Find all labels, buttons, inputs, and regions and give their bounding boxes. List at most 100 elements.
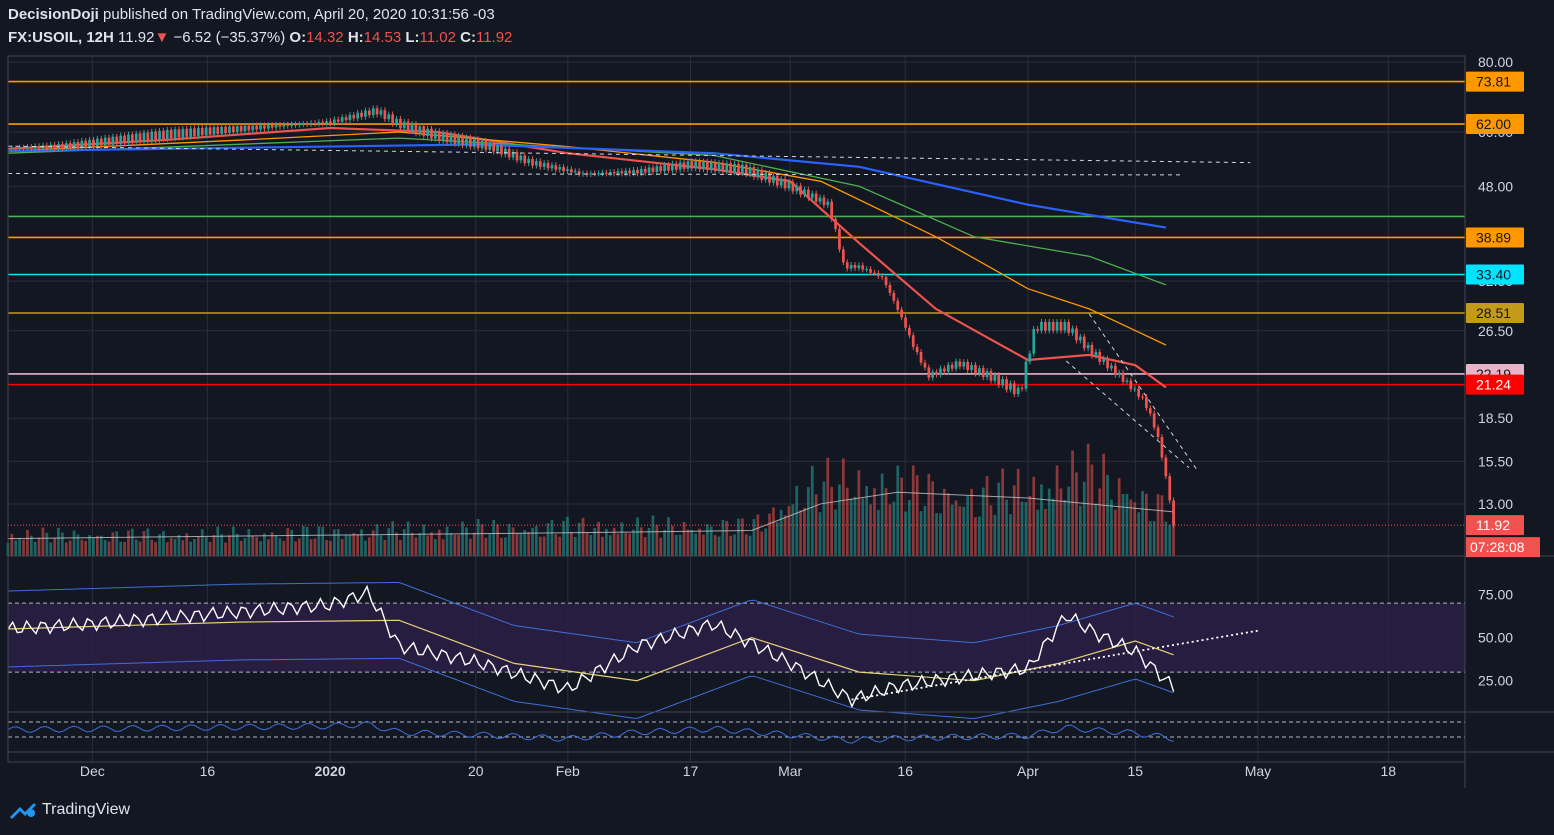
candle-body (1102, 358, 1105, 362)
volume-bar (181, 540, 185, 556)
candle-body (706, 161, 709, 170)
volume-bar (1106, 474, 1109, 556)
candle-body (402, 121, 406, 129)
volume-bar (165, 542, 169, 556)
volume-bar (61, 532, 64, 556)
candle-body (437, 131, 441, 141)
volume-bar (344, 535, 348, 556)
price-label-box (1466, 374, 1524, 395)
volume-bar (775, 522, 779, 556)
volume-bar (142, 531, 146, 556)
volume-bar (651, 515, 655, 556)
candle-body (799, 185, 802, 195)
symbol-label[interactable]: FX:USOIL, 12H (8, 29, 114, 46)
candle-body (115, 136, 119, 145)
candle-body (515, 152, 519, 161)
candle-body (826, 201, 830, 206)
candle-body (325, 121, 328, 124)
dashed-trendline (1088, 313, 1198, 470)
candle-body (760, 169, 764, 180)
candle-body (810, 193, 814, 199)
candle-body (686, 161, 690, 169)
candle-body (1071, 328, 1074, 333)
volume-bar (259, 541, 262, 556)
candle-body (589, 173, 593, 175)
candle-body (406, 121, 410, 131)
volume-bar (554, 534, 558, 556)
volume-bar (838, 484, 841, 556)
volume-bar (962, 506, 966, 556)
volume-bar (981, 487, 985, 556)
candle-body (235, 126, 239, 133)
volume-bar (1160, 495, 1164, 556)
volume-bar (620, 522, 624, 556)
candle-body (1059, 322, 1063, 331)
candle-body (1005, 379, 1008, 390)
candle-body (1160, 437, 1164, 458)
candle-body (76, 142, 80, 148)
volume-bar (768, 513, 771, 556)
volume-bar (779, 509, 783, 556)
candle-body (1009, 383, 1012, 390)
candle-body (348, 114, 352, 120)
volume-bar (317, 526, 321, 556)
axes[interactable]: Dec16202020Feb17Mar16Apr15May1880.0060.0… (80, 54, 1540, 779)
candle-body (682, 162, 686, 169)
candle-body (301, 123, 305, 125)
candle-body (422, 126, 426, 136)
candle-body (981, 368, 985, 378)
candle-body (974, 365, 977, 374)
candle-body (197, 127, 200, 137)
candle-body (80, 140, 84, 148)
volume-bar (1059, 488, 1063, 556)
candle-body (620, 171, 624, 174)
volume-bar (368, 537, 371, 556)
candle-body (10, 148, 14, 150)
volume-bar (877, 509, 880, 556)
volume-bar (115, 531, 119, 556)
volume-bar (434, 539, 437, 556)
candle-body (1129, 380, 1133, 390)
tradingview-brand[interactable]: TradingView (8, 801, 130, 819)
volume-bar (504, 537, 507, 556)
volume-bar (146, 528, 150, 556)
candle-body (733, 164, 736, 173)
volume-bar (702, 534, 705, 556)
candle-body (939, 368, 942, 375)
volume-bar (597, 521, 600, 556)
volume-bar (706, 524, 709, 556)
candle-body (884, 277, 888, 286)
volume-bar (814, 494, 818, 556)
candle-body (204, 127, 208, 136)
volume-bar (255, 537, 258, 556)
candle-body (441, 132, 445, 141)
candle-body (267, 125, 270, 129)
candle-body (892, 292, 896, 301)
candle-body (997, 375, 1001, 386)
down-arrow-icon: ▼ (154, 29, 170, 46)
candle-body (64, 143, 68, 149)
volume-bar (904, 511, 907, 556)
candle-body (744, 164, 748, 175)
volume-bar (997, 482, 1001, 556)
volume-bar (1110, 499, 1113, 556)
candle-body (877, 273, 880, 277)
volume-bar (608, 535, 612, 556)
candle-body (445, 132, 449, 143)
volume-bar (663, 529, 666, 556)
candle-body (1098, 351, 1102, 362)
candle-body (465, 137, 468, 146)
author-name[interactable]: DecisionDoji (8, 6, 99, 23)
candle-body (803, 189, 806, 195)
price-label-box (1466, 264, 1524, 285)
volume-bar (282, 540, 286, 556)
volume-bar (741, 518, 744, 556)
volume-bar (853, 496, 857, 556)
candle-body (612, 172, 616, 174)
candle-body (943, 368, 946, 372)
volume-bar (639, 527, 643, 556)
volume-bar (923, 506, 927, 556)
volume-bar (391, 521, 394, 556)
candle-body (1090, 345, 1094, 356)
